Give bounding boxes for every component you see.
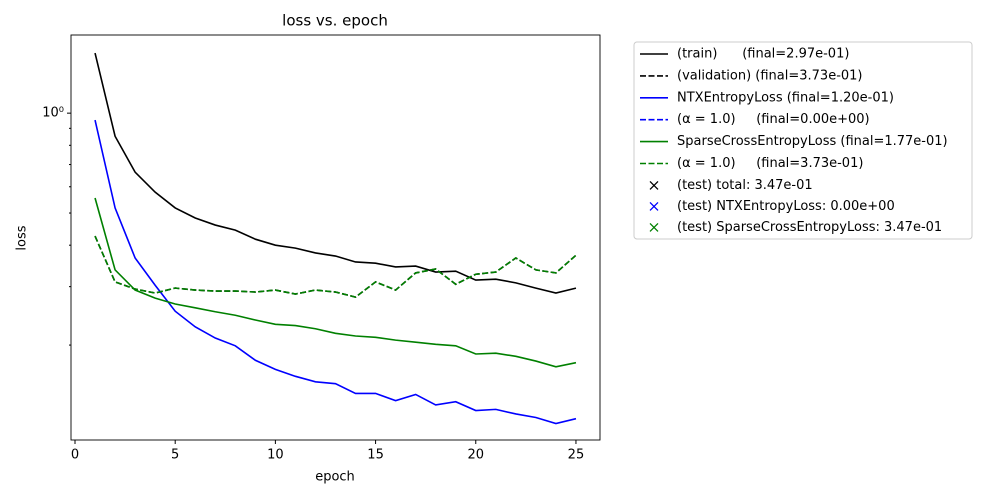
- x-tick-label: 20: [467, 448, 484, 463]
- series-line: [94, 197, 577, 368]
- legend-label: (train) (final=2.97e-01): [677, 47, 849, 62]
- x-tick-label: 5: [171, 448, 179, 463]
- legend-label: (α = 1.0) (final=3.73e-01): [677, 156, 863, 171]
- y-axis-label: loss: [15, 225, 30, 250]
- plot-frame: [70, 34, 601, 441]
- legend-label: SparseCrossEntropyLoss (final=1.77e-01): [677, 134, 948, 149]
- series-line: [94, 119, 577, 425]
- legend-marker: [649, 201, 659, 211]
- y-tick-label: 10⁰: [42, 106, 64, 121]
- chart-title: loss vs. epoch: [282, 12, 388, 30]
- legend-marker: [649, 222, 659, 232]
- legend-label: (test) SparseCrossEntropyLoss: 3.47e-01: [677, 220, 942, 235]
- legend-marker: [649, 180, 659, 190]
- series-line: [94, 235, 577, 298]
- x-tick-label: 10: [267, 448, 284, 463]
- legend-label: (test) total: 3.47e-01: [677, 178, 813, 193]
- legend-label: (validation) (final=3.73e-01): [677, 68, 863, 83]
- legend-label: NTXEntropyLoss (final=1.20e-01): [677, 90, 894, 105]
- legend-label: (α = 1.0) (final=0.00e+00): [677, 112, 870, 127]
- x-tick-label: 0: [71, 448, 79, 463]
- x-tick-label: 25: [568, 448, 585, 463]
- x-tick-label: 15: [367, 448, 384, 463]
- x-axis-label: epoch: [315, 470, 355, 485]
- series-line: [94, 52, 577, 294]
- legend-label: (test) NTXEntropyLoss: 0.00e+00: [677, 199, 895, 214]
- legend-box: [633, 41, 973, 240]
